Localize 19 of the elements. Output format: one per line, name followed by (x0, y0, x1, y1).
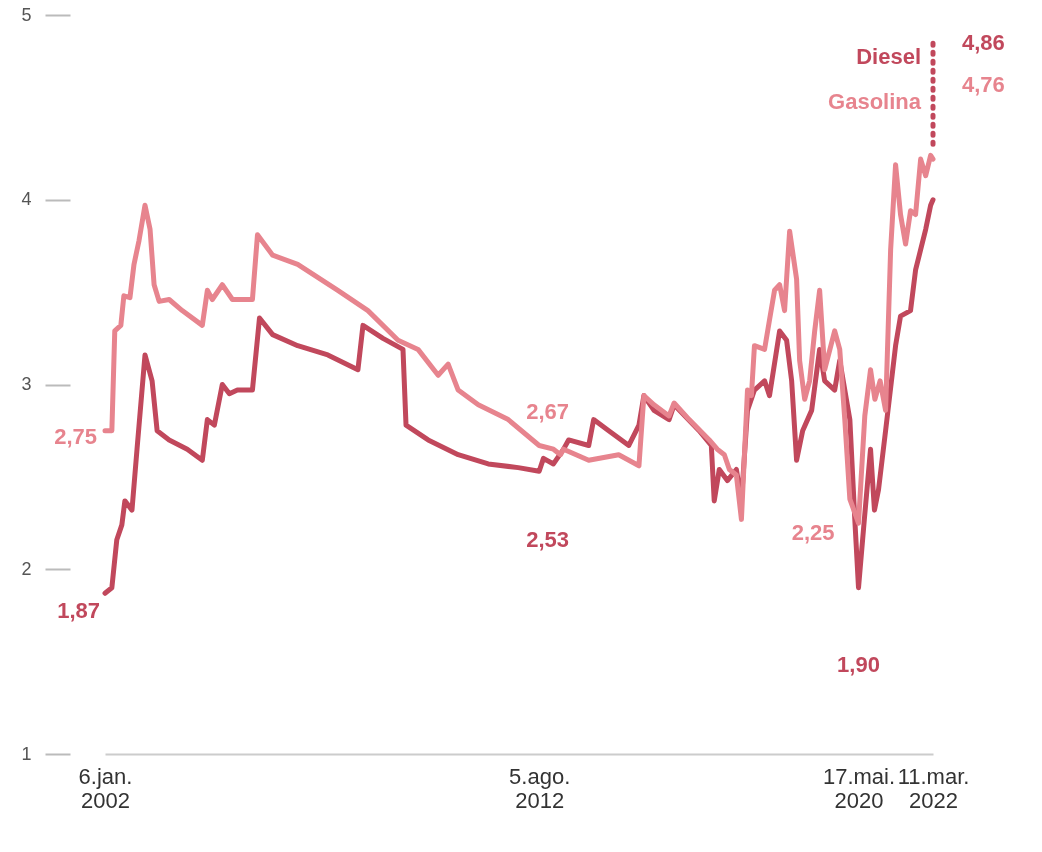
annotation: 1,87 (57, 598, 100, 624)
series-label: Gasolina (828, 89, 922, 114)
y-tick-label: 1 (21, 743, 32, 764)
annotation: 2,53 (526, 527, 569, 553)
annotation: 2,25 (791, 520, 835, 546)
annotation: 2,67 (526, 399, 569, 425)
x-tick-label: 5.ago. 2012 (509, 763, 571, 813)
annotation: 1,90 (837, 651, 880, 677)
annotation: 4,76 (962, 72, 1005, 98)
x-tick-label: 6.jan. 2002 (78, 763, 133, 813)
y-tick-label: 2 (21, 558, 32, 579)
annotation: 2,75 (54, 423, 97, 449)
y-tick-label: 5 (21, 4, 32, 25)
y-tick-label: 4 (21, 189, 32, 210)
y-tick-label: 3 (21, 374, 32, 394)
annotation: 4,86 (962, 29, 1005, 55)
text: Diesel (856, 44, 921, 69)
x-tick-label: 11.mar. 2022 (897, 763, 970, 813)
x-tick-label: 17.mai. 2020 (822, 763, 896, 813)
